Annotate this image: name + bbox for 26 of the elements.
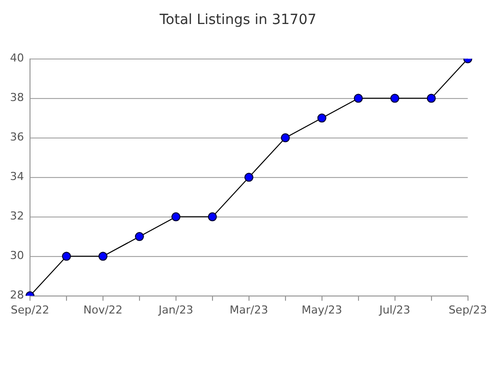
- y-tick-label: 30: [10, 249, 24, 262]
- y-tick-label: 28: [10, 288, 24, 302]
- y-tick-label: 34: [10, 170, 24, 184]
- x-tick-label: May/23: [302, 303, 342, 316]
- point: [62, 252, 71, 261]
- y-tick-label: 38: [10, 91, 24, 104]
- point: [134, 232, 144, 242]
- chart-title: Total Listings in 31707: [158, 12, 316, 28]
- point: [354, 94, 363, 103]
- point: [390, 94, 400, 103]
- point: [98, 252, 108, 261]
- x-tick-label: Jul/23: [378, 303, 410, 316]
- x-tick-label: Sep/23: [448, 303, 487, 316]
- y-tick-label: 32: [10, 210, 24, 223]
- x-tick-label: Nov/22: [83, 303, 123, 316]
- y-tick-label: 36: [10, 130, 24, 144]
- point: [244, 172, 254, 182]
- x-tick-label: Jan/23: [158, 303, 194, 316]
- point: [317, 114, 326, 123]
- point: [208, 212, 217, 222]
- point: [426, 94, 436, 103]
- x-tick-label: Mar/23: [230, 303, 268, 316]
- point: [171, 212, 180, 222]
- y-tick-label: 40: [10, 52, 24, 65]
- x-tick-label: Sep/22: [10, 303, 50, 316]
- point: [280, 133, 290, 142]
